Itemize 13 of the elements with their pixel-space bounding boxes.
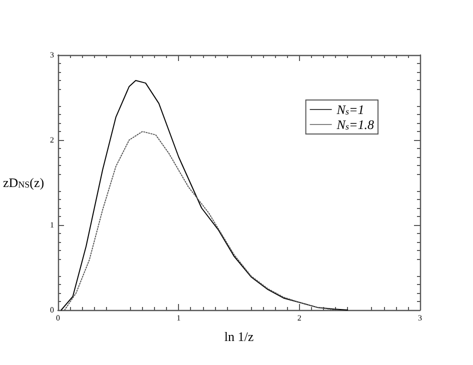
- x-tick-label: 3: [418, 314, 422, 322]
- y-tick-label: 1: [50, 220, 54, 230]
- y-tick-label: 3: [50, 50, 54, 60]
- x-tick-label: 1: [176, 314, 181, 322]
- y-tick-label: 2: [50, 136, 54, 144]
- y-tick-label: 0: [50, 306, 54, 314]
- line-series: [60, 80, 348, 310]
- y-axis-title: zDNS(z): [3, 175, 44, 190]
- legend-label: Ns=1.8: [336, 117, 374, 132]
- x-tick-label: 2: [297, 314, 302, 322]
- x-axis-title: ln 1/z: [224, 329, 254, 344]
- x-tick-label: 0: [56, 314, 60, 322]
- legend-label: Ns=1: [336, 102, 364, 117]
